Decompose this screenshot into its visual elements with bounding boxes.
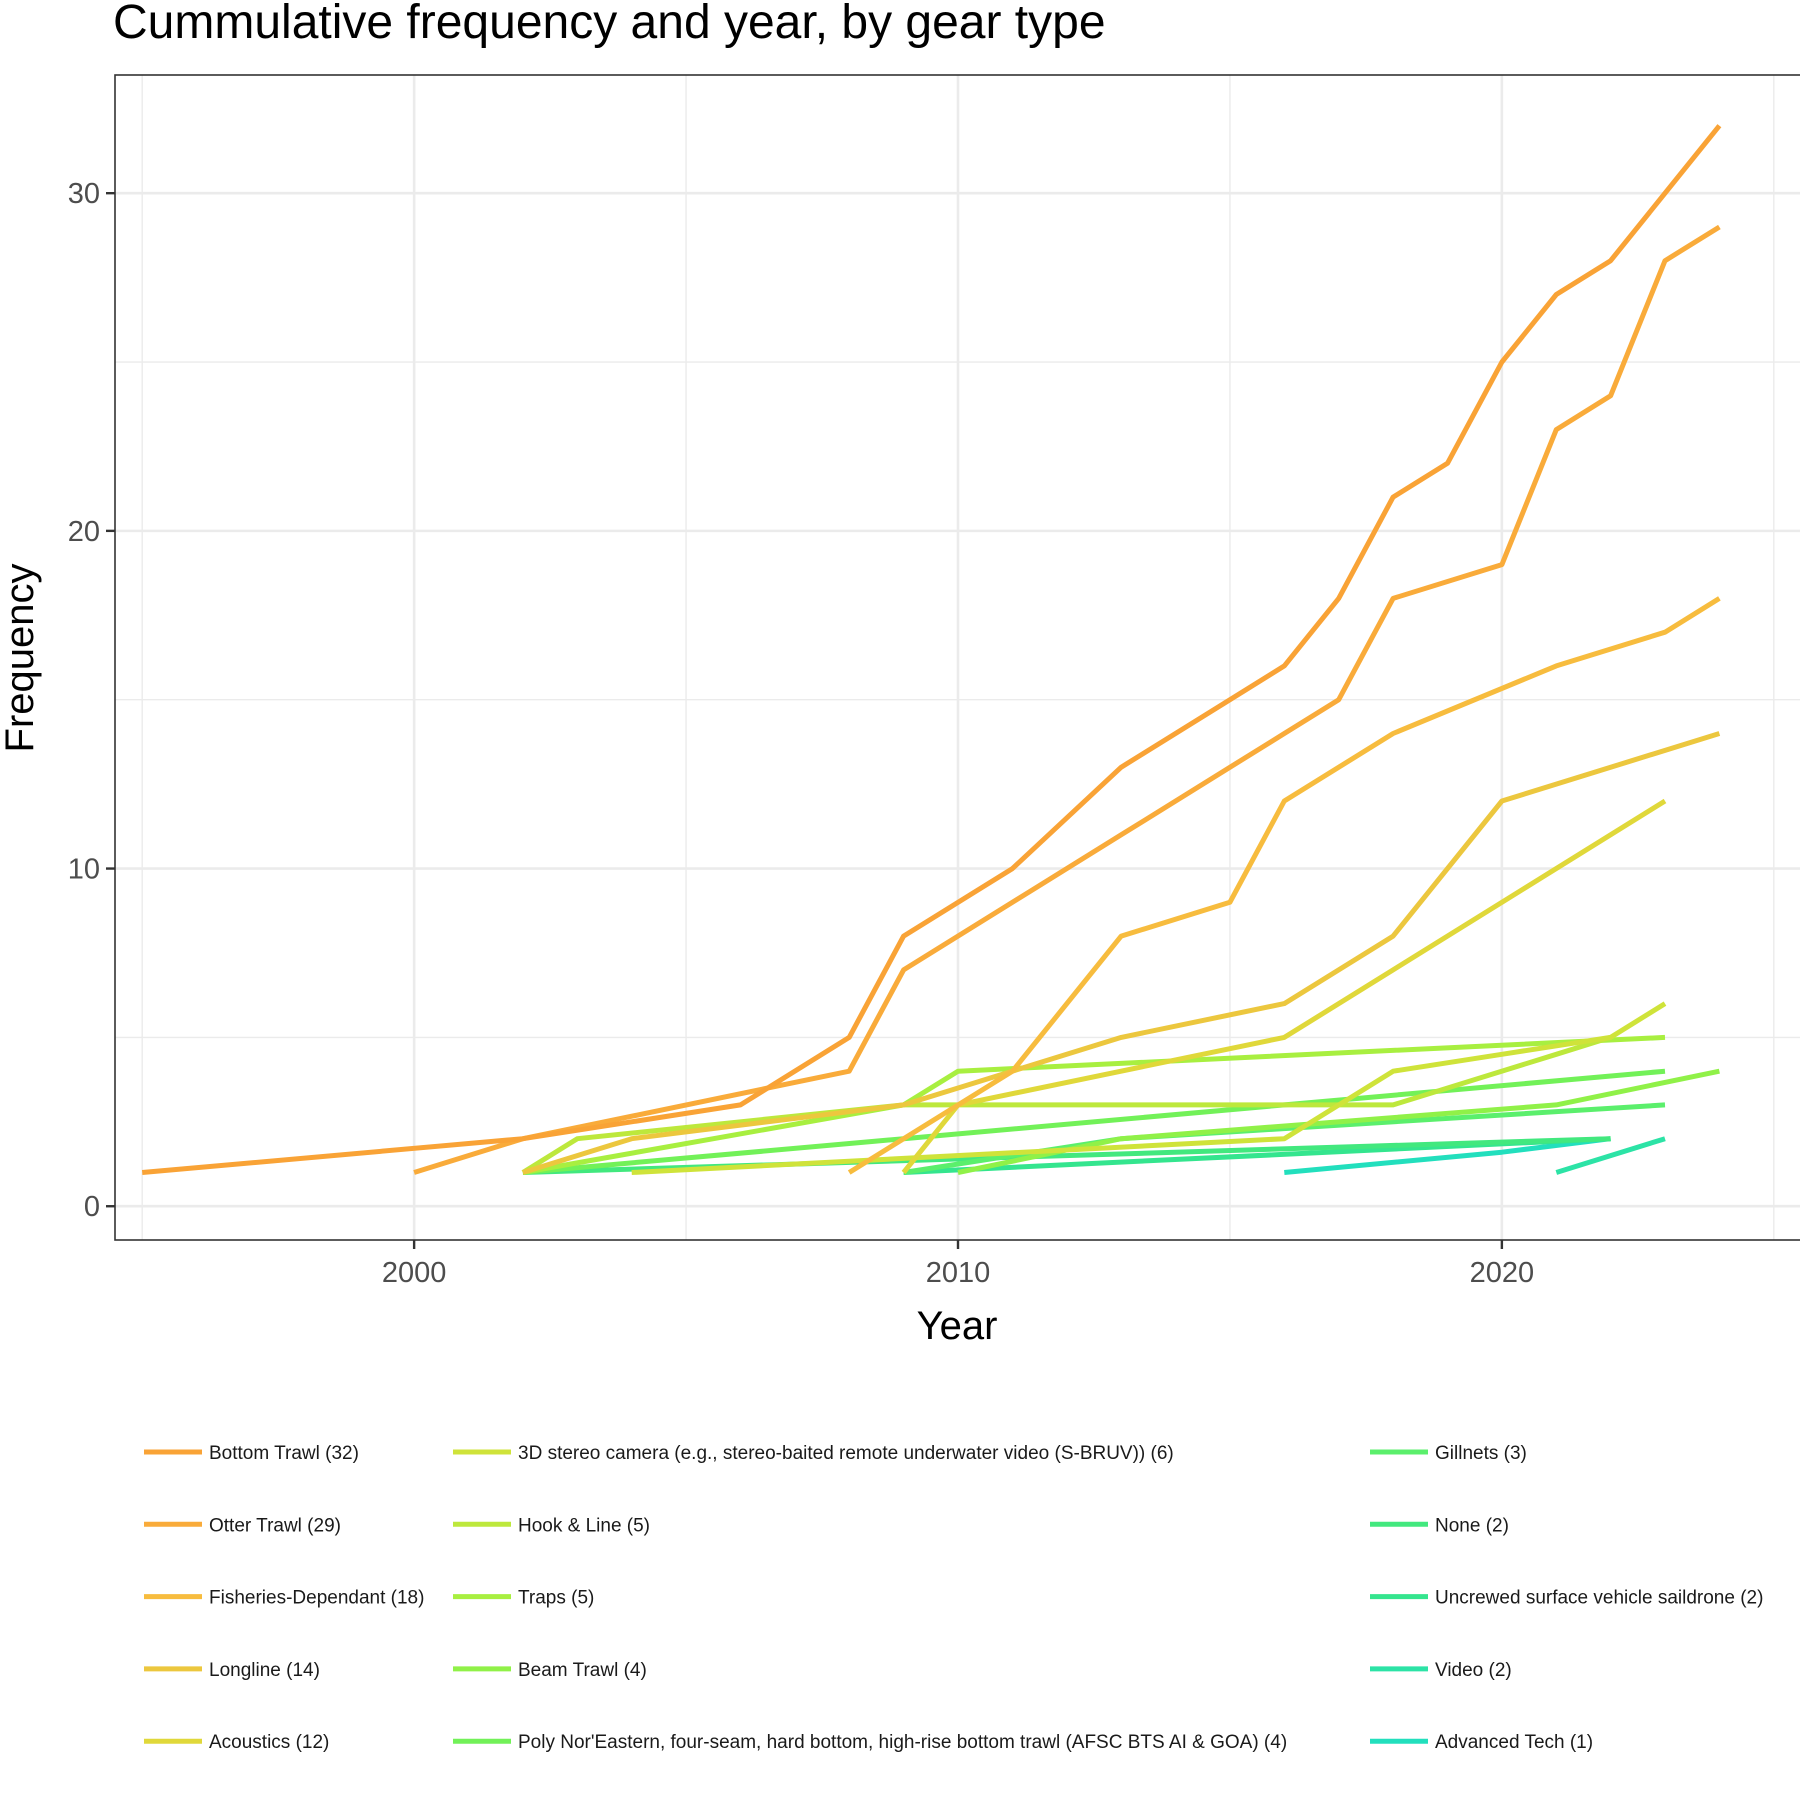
x-tick-label: 2010	[926, 1257, 991, 1289]
legend-label: Beam Trawl (4)	[518, 1660, 647, 1681]
chart-title: Cummulative frequency and year, by gear …	[113, 0, 1106, 49]
legend-label: Advanced Tech (1)	[1435, 1732, 1593, 1753]
legend-label: Bottom Trawl (32)	[209, 1443, 359, 1464]
x-tick-label: 2000	[382, 1257, 447, 1289]
series-line	[413, 224, 1721, 1175]
x-axis-ticks: 2000 2010 2020	[382, 1240, 1534, 1289]
legend-label: Video (2)	[1435, 1660, 1512, 1681]
series-line	[522, 1034, 1666, 1175]
legend-label: Longline (14)	[209, 1660, 320, 1681]
y-tick-label: 30	[68, 178, 100, 210]
legend-label: Hook & Line (5)	[518, 1515, 650, 1536]
legend-label: Poly Nor'Eastern, four-seam, hard bottom…	[518, 1732, 1287, 1753]
y-tick-label: 10	[68, 854, 100, 886]
series-line	[901, 798, 1667, 1175]
y-tick-label: 20	[68, 516, 100, 548]
series-lines	[141, 124, 1722, 1175]
series-line	[1555, 1136, 1666, 1175]
y-tick-label: 0	[84, 1191, 100, 1223]
legend-label: Gillnets (3)	[1435, 1443, 1527, 1464]
legend-label: None (2)	[1435, 1515, 1509, 1536]
legend-label: Otter Trawl (29)	[209, 1515, 341, 1536]
series-line	[847, 596, 1721, 1175]
x-axis-title: Year	[917, 1304, 998, 1348]
y-axis-ticks: 0 10 20 30	[68, 178, 115, 1223]
legend-label: Traps (5)	[518, 1588, 594, 1609]
legend-label: 3D stereo camera (e.g., stereo-baited re…	[518, 1443, 1174, 1464]
legend: Bottom Trawl (32) Otter Trawl (29) Fisheri…	[144, 1443, 1763, 1753]
series-line	[631, 1001, 1667, 1175]
series-line	[522, 731, 1721, 1175]
series-line	[521, 1035, 1612, 1175]
legend-label: Uncrewed surface vehicle saildrone (2)	[1435, 1588, 1763, 1609]
legend-label: Acoustics (12)	[209, 1732, 329, 1753]
series-line	[141, 124, 1722, 1175]
x-tick-label: 2020	[1470, 1257, 1535, 1289]
y-axis-title: Frequency	[0, 564, 42, 753]
legend-label: Fisheries-Dependant (18)	[209, 1588, 424, 1609]
series-line	[957, 1068, 1720, 1175]
series-line	[522, 1068, 1666, 1175]
series-line	[1284, 1136, 1611, 1175]
